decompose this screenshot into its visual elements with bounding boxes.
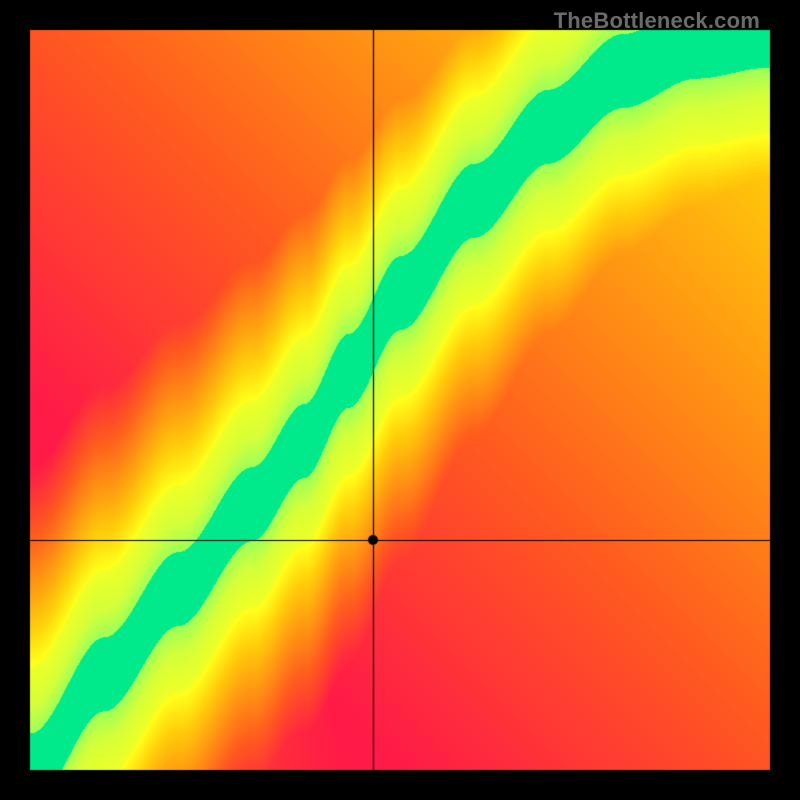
heatmap-chart [0,0,800,800]
attribution-label: TheBottleneck.com [554,8,760,34]
